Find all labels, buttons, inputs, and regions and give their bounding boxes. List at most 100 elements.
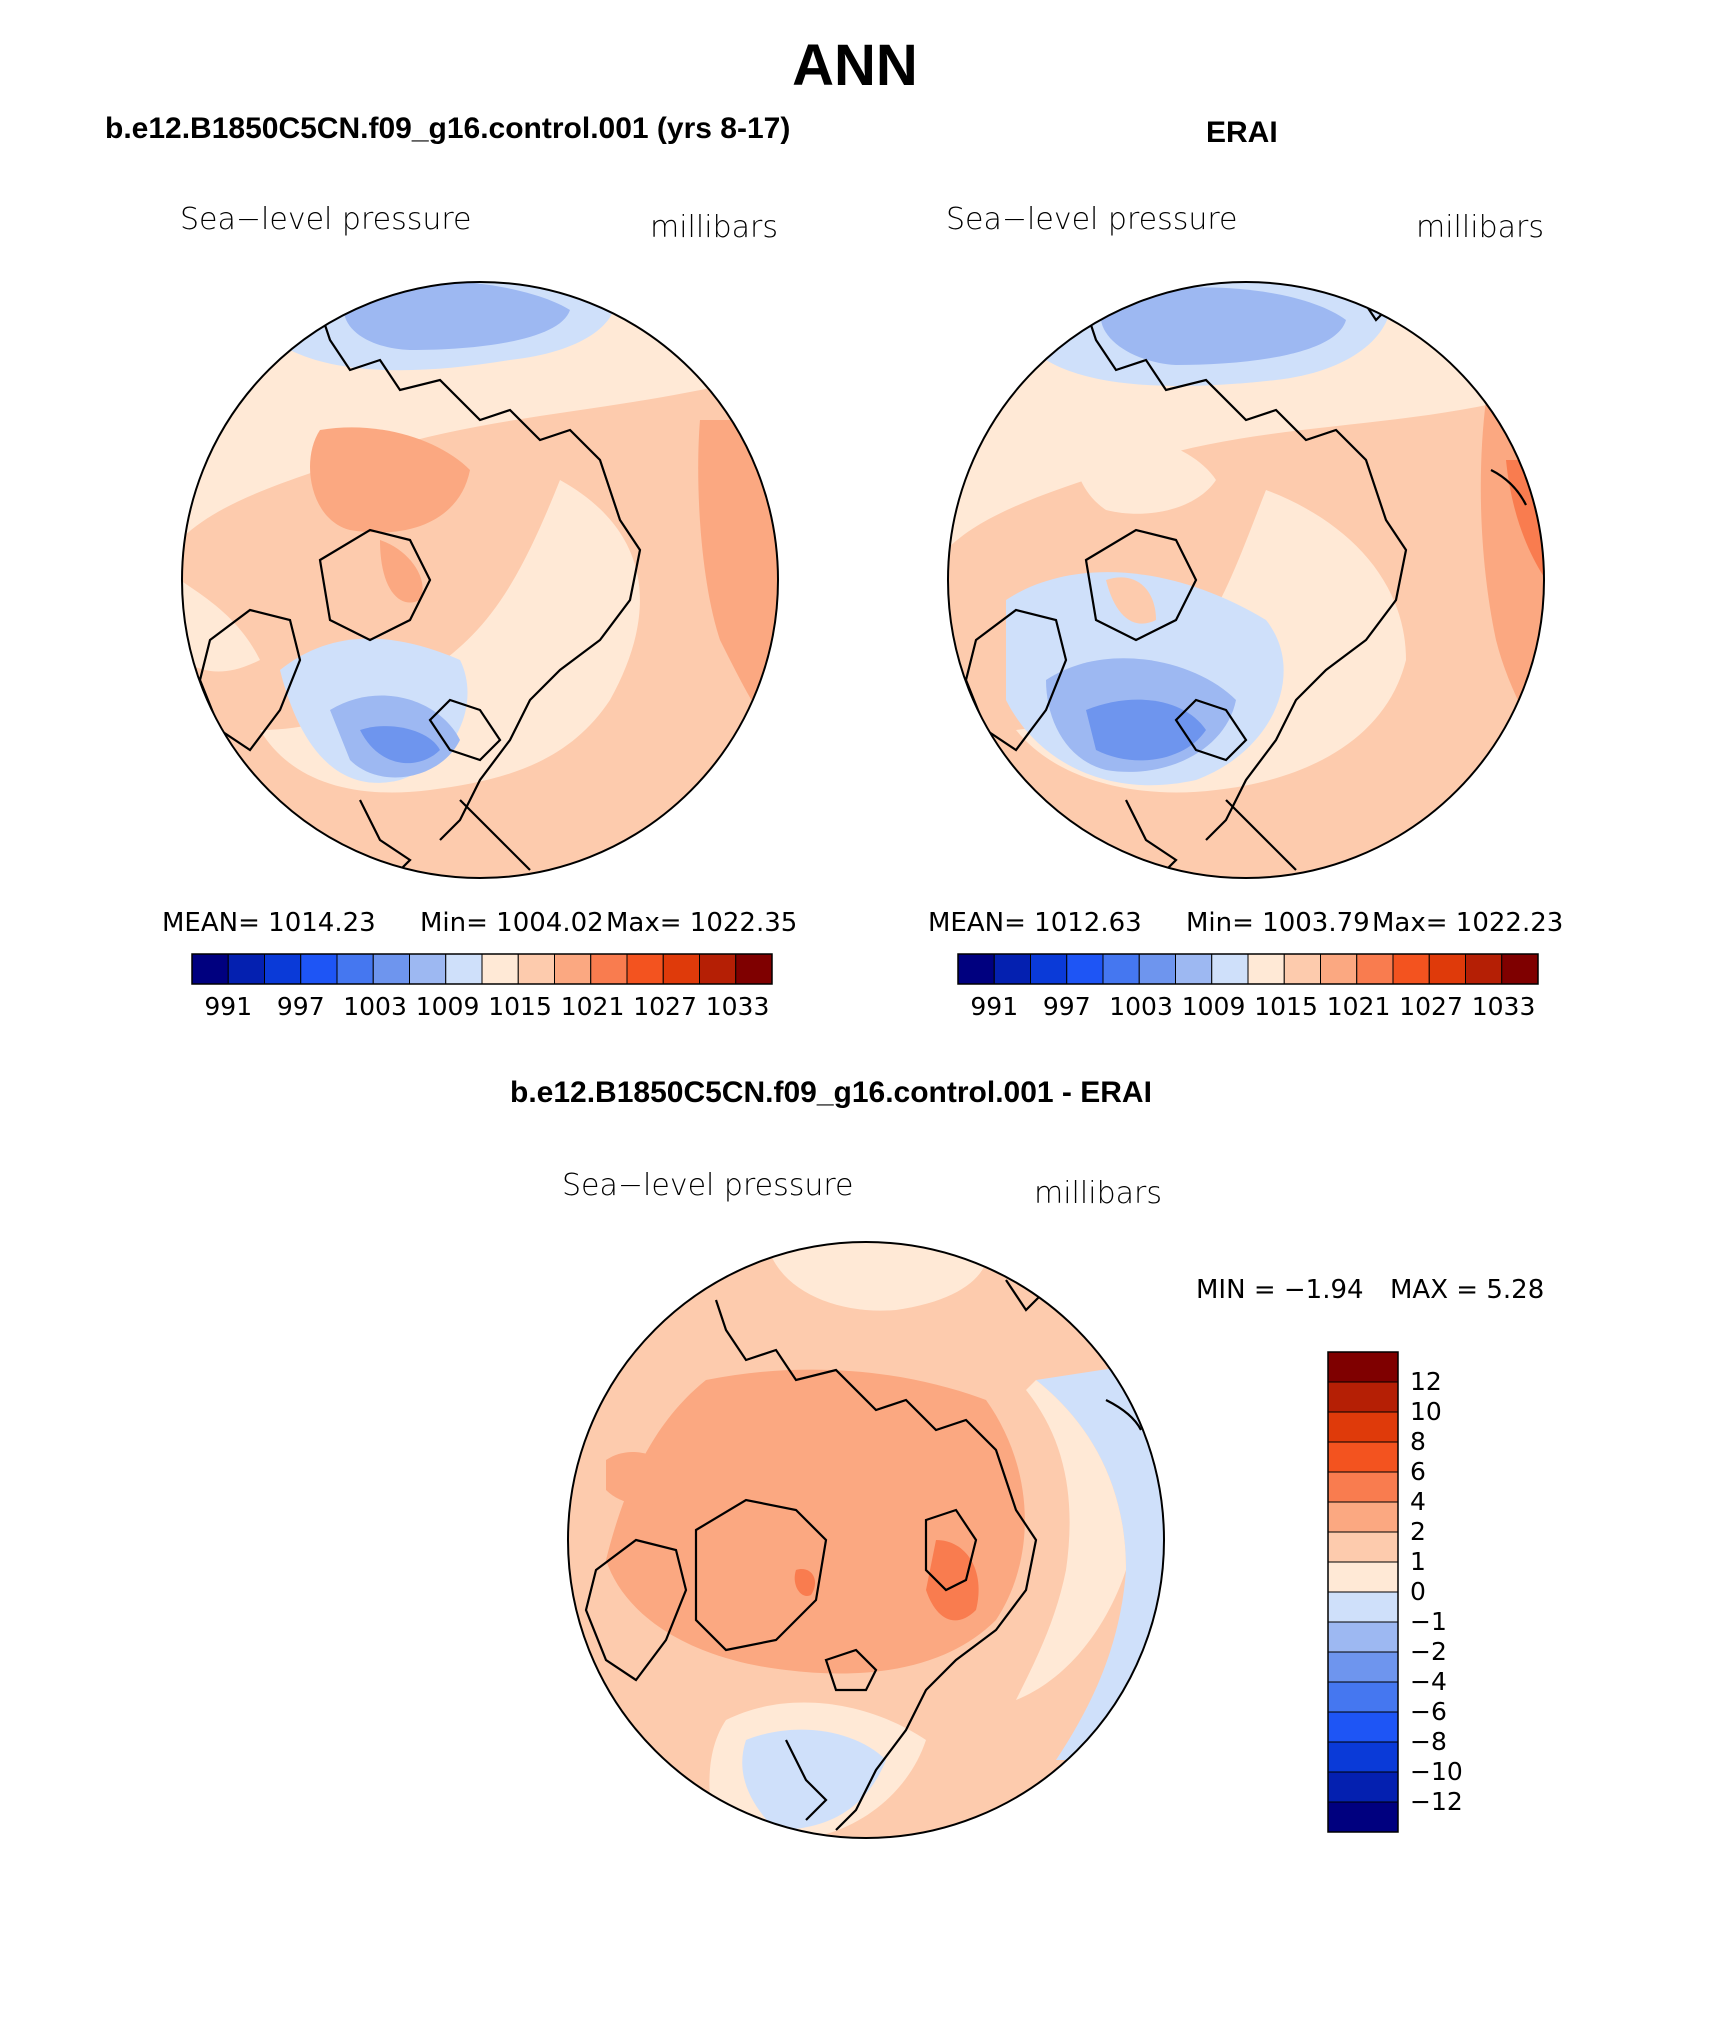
panel-1-colorbar-tick-label: 997 (276, 992, 325, 1021)
panel-2-colorbar-swatch (1392, 953, 1430, 985)
panel-2-colorbar-tick-label: 991 (970, 992, 1019, 1021)
panel-2-min: Min= 1003.79 (1186, 908, 1370, 938)
panel-1-colorbar-swatch (481, 953, 519, 985)
panel-3-colorbar-tick-label: 6 (1410, 1457, 1426, 1486)
panel-1-colorbar-swatch (517, 953, 555, 985)
panel-3-colorbar-swatch (1327, 1561, 1399, 1593)
panel-2-colorbar (957, 953, 1539, 985)
panel-3-colorbar-swatch (1327, 1801, 1399, 1833)
panel-1-colorbar (191, 953, 773, 985)
panel-3-colorbar-tick-label: −1 (1410, 1607, 1447, 1636)
panel-2-max: Max= 1022.23 (1372, 908, 1564, 938)
panel-3-colorbar-tick-label: 4 (1410, 1487, 1426, 1516)
panel-3-colorbar-swatch (1327, 1351, 1399, 1383)
panel-3-colorbar-swatch (1327, 1591, 1399, 1623)
panel-3-colorbar-tick-label: −8 (1410, 1727, 1447, 1756)
panel-3-colorbar-swatch (1327, 1681, 1399, 1713)
panel-2-colorbar-swatch (993, 953, 1031, 985)
panel-3-colorbar-tick-label: −6 (1410, 1697, 1447, 1726)
panel-1-colorbar-swatch (300, 953, 338, 985)
panel-3-polar-map (567, 1241, 1165, 1839)
panel-2-colorbar-swatch (1030, 953, 1068, 985)
panel-1-mean: MEAN= 1014.23 (162, 908, 376, 938)
panel-3-colorbar-tick-label: 8 (1410, 1427, 1426, 1456)
panel-2-title: ERAI (1206, 116, 1278, 149)
panel-3-colorbar-swatch (1327, 1741, 1399, 1773)
panel-2-polar-map (947, 281, 1545, 879)
panel-3-colorbar-swatch (1327, 1501, 1399, 1533)
panel-2-colorbar-swatch (957, 953, 995, 985)
panel-2-colorbar-swatch (1320, 953, 1358, 985)
panel-2-colorbar-swatch (1211, 953, 1249, 985)
panel-1-colorbar-swatch (336, 953, 374, 985)
panel-3-colorbar (1327, 1351, 1399, 1833)
panel-1-colorbar-tick-label: 1003 (343, 992, 407, 1021)
panel-2-colorbar-swatch (1465, 953, 1503, 985)
panel-3-colorbar-tick-label: 10 (1410, 1397, 1442, 1426)
panel-1-title: b.e12.B1850C5CN.f09_g16.control.001 (yrs… (105, 112, 791, 145)
panel-1-colorbar-tick-label: 1021 (560, 992, 625, 1021)
panel-3-colorbar-swatch (1327, 1771, 1399, 1803)
panel-3-colorbar-tick-label: 2 (1410, 1517, 1426, 1546)
panel-1-colorbar-swatch (264, 953, 302, 985)
panel-2-colorbar-swatch (1138, 953, 1176, 985)
panel-1-colorbar-swatch (626, 953, 664, 985)
panel-2-colorbar-tick-label: 1027 (1399, 992, 1463, 1021)
panel-1-max: Max= 1022.35 (606, 908, 798, 938)
panel-3-variable-label: Sea−level pressure (562, 1168, 854, 1203)
panel-2-colorbar-swatch (1501, 953, 1539, 985)
panel-2-colorbar-swatch (1428, 953, 1466, 985)
panel-3-units-label: millibars (1034, 1176, 1162, 1211)
panel-2-colorbar-tick-label: 1009 (1181, 992, 1246, 1021)
panel-1-polar-map (181, 281, 779, 879)
panel-3-colorbar-swatch (1327, 1381, 1399, 1413)
panel-2-units-label: millibars (1416, 210, 1544, 245)
panel-1-colorbar-swatch (662, 953, 700, 985)
panel-3-colorbar-swatch (1327, 1441, 1399, 1473)
panel-3-colorbar-swatch (1327, 1651, 1399, 1683)
panel-1-colorbar-tick-label: 1015 (488, 992, 552, 1021)
panel-2-colorbar-swatch (1247, 953, 1285, 985)
panel-2-colorbar-swatch (1175, 953, 1213, 985)
panel-3-colorbar-tick-label: −2 (1410, 1637, 1447, 1666)
panel-1-colorbar-swatch (227, 953, 265, 985)
panel-1-colorbar-swatch (699, 953, 737, 985)
panel-1-colorbar-tick-label: 1009 (415, 992, 480, 1021)
panel-2-colorbar-swatch (1102, 953, 1140, 985)
panel-2-colorbar-ticks: 991 997 1003 1009 1015 1021 1027 1033 (958, 992, 1538, 1022)
panel-2-colorbar-swatch (1283, 953, 1321, 985)
panel-3-min: MIN = −1.94 (1196, 1275, 1364, 1305)
panel-1-units-label: millibars (650, 210, 778, 245)
panel-1-colorbar-tick-label: 1027 (633, 992, 697, 1021)
panel-1-colorbar-swatch (372, 953, 410, 985)
panel-2-variable-label: Sea−level pressure (946, 202, 1238, 237)
panel-3-colorbar-ticks: 12 10 8 6 4 2 1 0 −1 −2 −4 −6 −8 −10 −12 (1410, 1352, 1530, 1832)
panel-3-colorbar-tick-label: 0 (1410, 1577, 1426, 1606)
panel-1-colorbar-swatch (590, 953, 628, 985)
panel-3-colorbar-swatch (1327, 1531, 1399, 1563)
panel-1-variable-label: Sea−level pressure (180, 202, 472, 237)
panel-3-colorbar-swatch (1327, 1471, 1399, 1503)
panel-3-max: MAX = 5.28 (1390, 1275, 1545, 1305)
panel-1-colorbar-tick-label: 1033 (705, 992, 770, 1021)
panel-2-colorbar-tick-label: 1003 (1109, 992, 1173, 1021)
panel-2-mean: MEAN= 1012.63 (928, 908, 1142, 938)
panel-3-colorbar-swatch (1327, 1411, 1399, 1443)
panel-2-colorbar-swatch (1356, 953, 1394, 985)
panel-1-colorbar-swatch (191, 953, 229, 985)
panel-3-colorbar-swatch (1327, 1711, 1399, 1743)
panel-1-colorbar-swatch (735, 953, 773, 985)
panel-1-min: Min= 1004.02 (420, 908, 604, 938)
panel-2-colorbar-swatch (1066, 953, 1104, 985)
panel-1-colorbar-swatch (445, 953, 483, 985)
panel-3-colorbar-tick-label: −4 (1410, 1667, 1447, 1696)
panel-2-colorbar-tick-label: 997 (1042, 992, 1091, 1021)
panel-3-colorbar-tick-label: 1 (1410, 1547, 1426, 1576)
panel-3-colorbar-tick-label: −10 (1410, 1757, 1463, 1786)
panel-1-colorbar-ticks: 991 997 1003 1009 1015 1021 1027 1033 (192, 992, 772, 1022)
panel-1-colorbar-swatch (554, 953, 592, 985)
panel-3-colorbar-swatch (1327, 1621, 1399, 1653)
panel-1-colorbar-swatch (409, 953, 447, 985)
panel-3-title: b.e12.B1850C5CN.f09_g16.control.001 - ER… (510, 1076, 1152, 1109)
panel-2-colorbar-tick-label: 1033 (1471, 992, 1536, 1021)
